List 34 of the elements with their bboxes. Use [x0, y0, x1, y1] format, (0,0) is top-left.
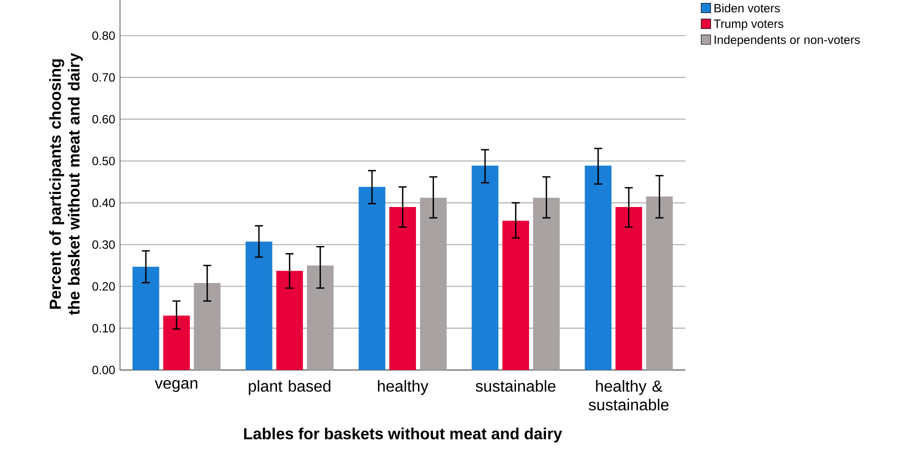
bar [472, 166, 498, 370]
y-tick-label: 0.30 [92, 240, 115, 249]
bar [584, 166, 612, 370]
bar [132, 266, 160, 370]
bar [615, 206, 642, 370]
legend-label: Independents or non-voters [714, 35, 860, 46]
y-tick-label: 0.80 [92, 31, 115, 40]
x-axis-title: Lables for baskets without meat and dairy [244, 428, 562, 443]
bar [194, 283, 221, 370]
bar [246, 242, 272, 370]
bar [533, 198, 560, 370]
y-tick-label: 0.70 [92, 73, 115, 82]
y-axis-title: Percent of participants choosing the basket without meat and dairy [49, 52, 83, 315]
bar [358, 186, 386, 370]
y-tick-label: 0.10 [92, 324, 115, 332]
x-tick-label: vegan [154, 380, 198, 392]
bar [420, 198, 447, 370]
y-tick-label: 0.00 [92, 366, 115, 374]
legend-label: Trump voters [714, 20, 784, 30]
bar [646, 196, 673, 370]
legend-label: Biden voters [714, 4, 780, 12]
bar [389, 206, 416, 370]
x-tick-label: plant based [248, 380, 330, 395]
x-tick-label: sustainable [476, 380, 556, 392]
y-tick-label: 0.50 [92, 156, 115, 166]
x-tick-label: healthy & sustainable [588, 380, 669, 410]
bar [502, 220, 530, 370]
y-tick-label: 0.20 [92, 282, 115, 291]
x-tick-label: healthy [378, 380, 428, 395]
bar [306, 265, 334, 370]
y-tick-label: 0.60 [92, 114, 115, 124]
y-tick-label: 0.40 [92, 198, 115, 208]
bar [276, 270, 303, 370]
bar [163, 316, 190, 370]
